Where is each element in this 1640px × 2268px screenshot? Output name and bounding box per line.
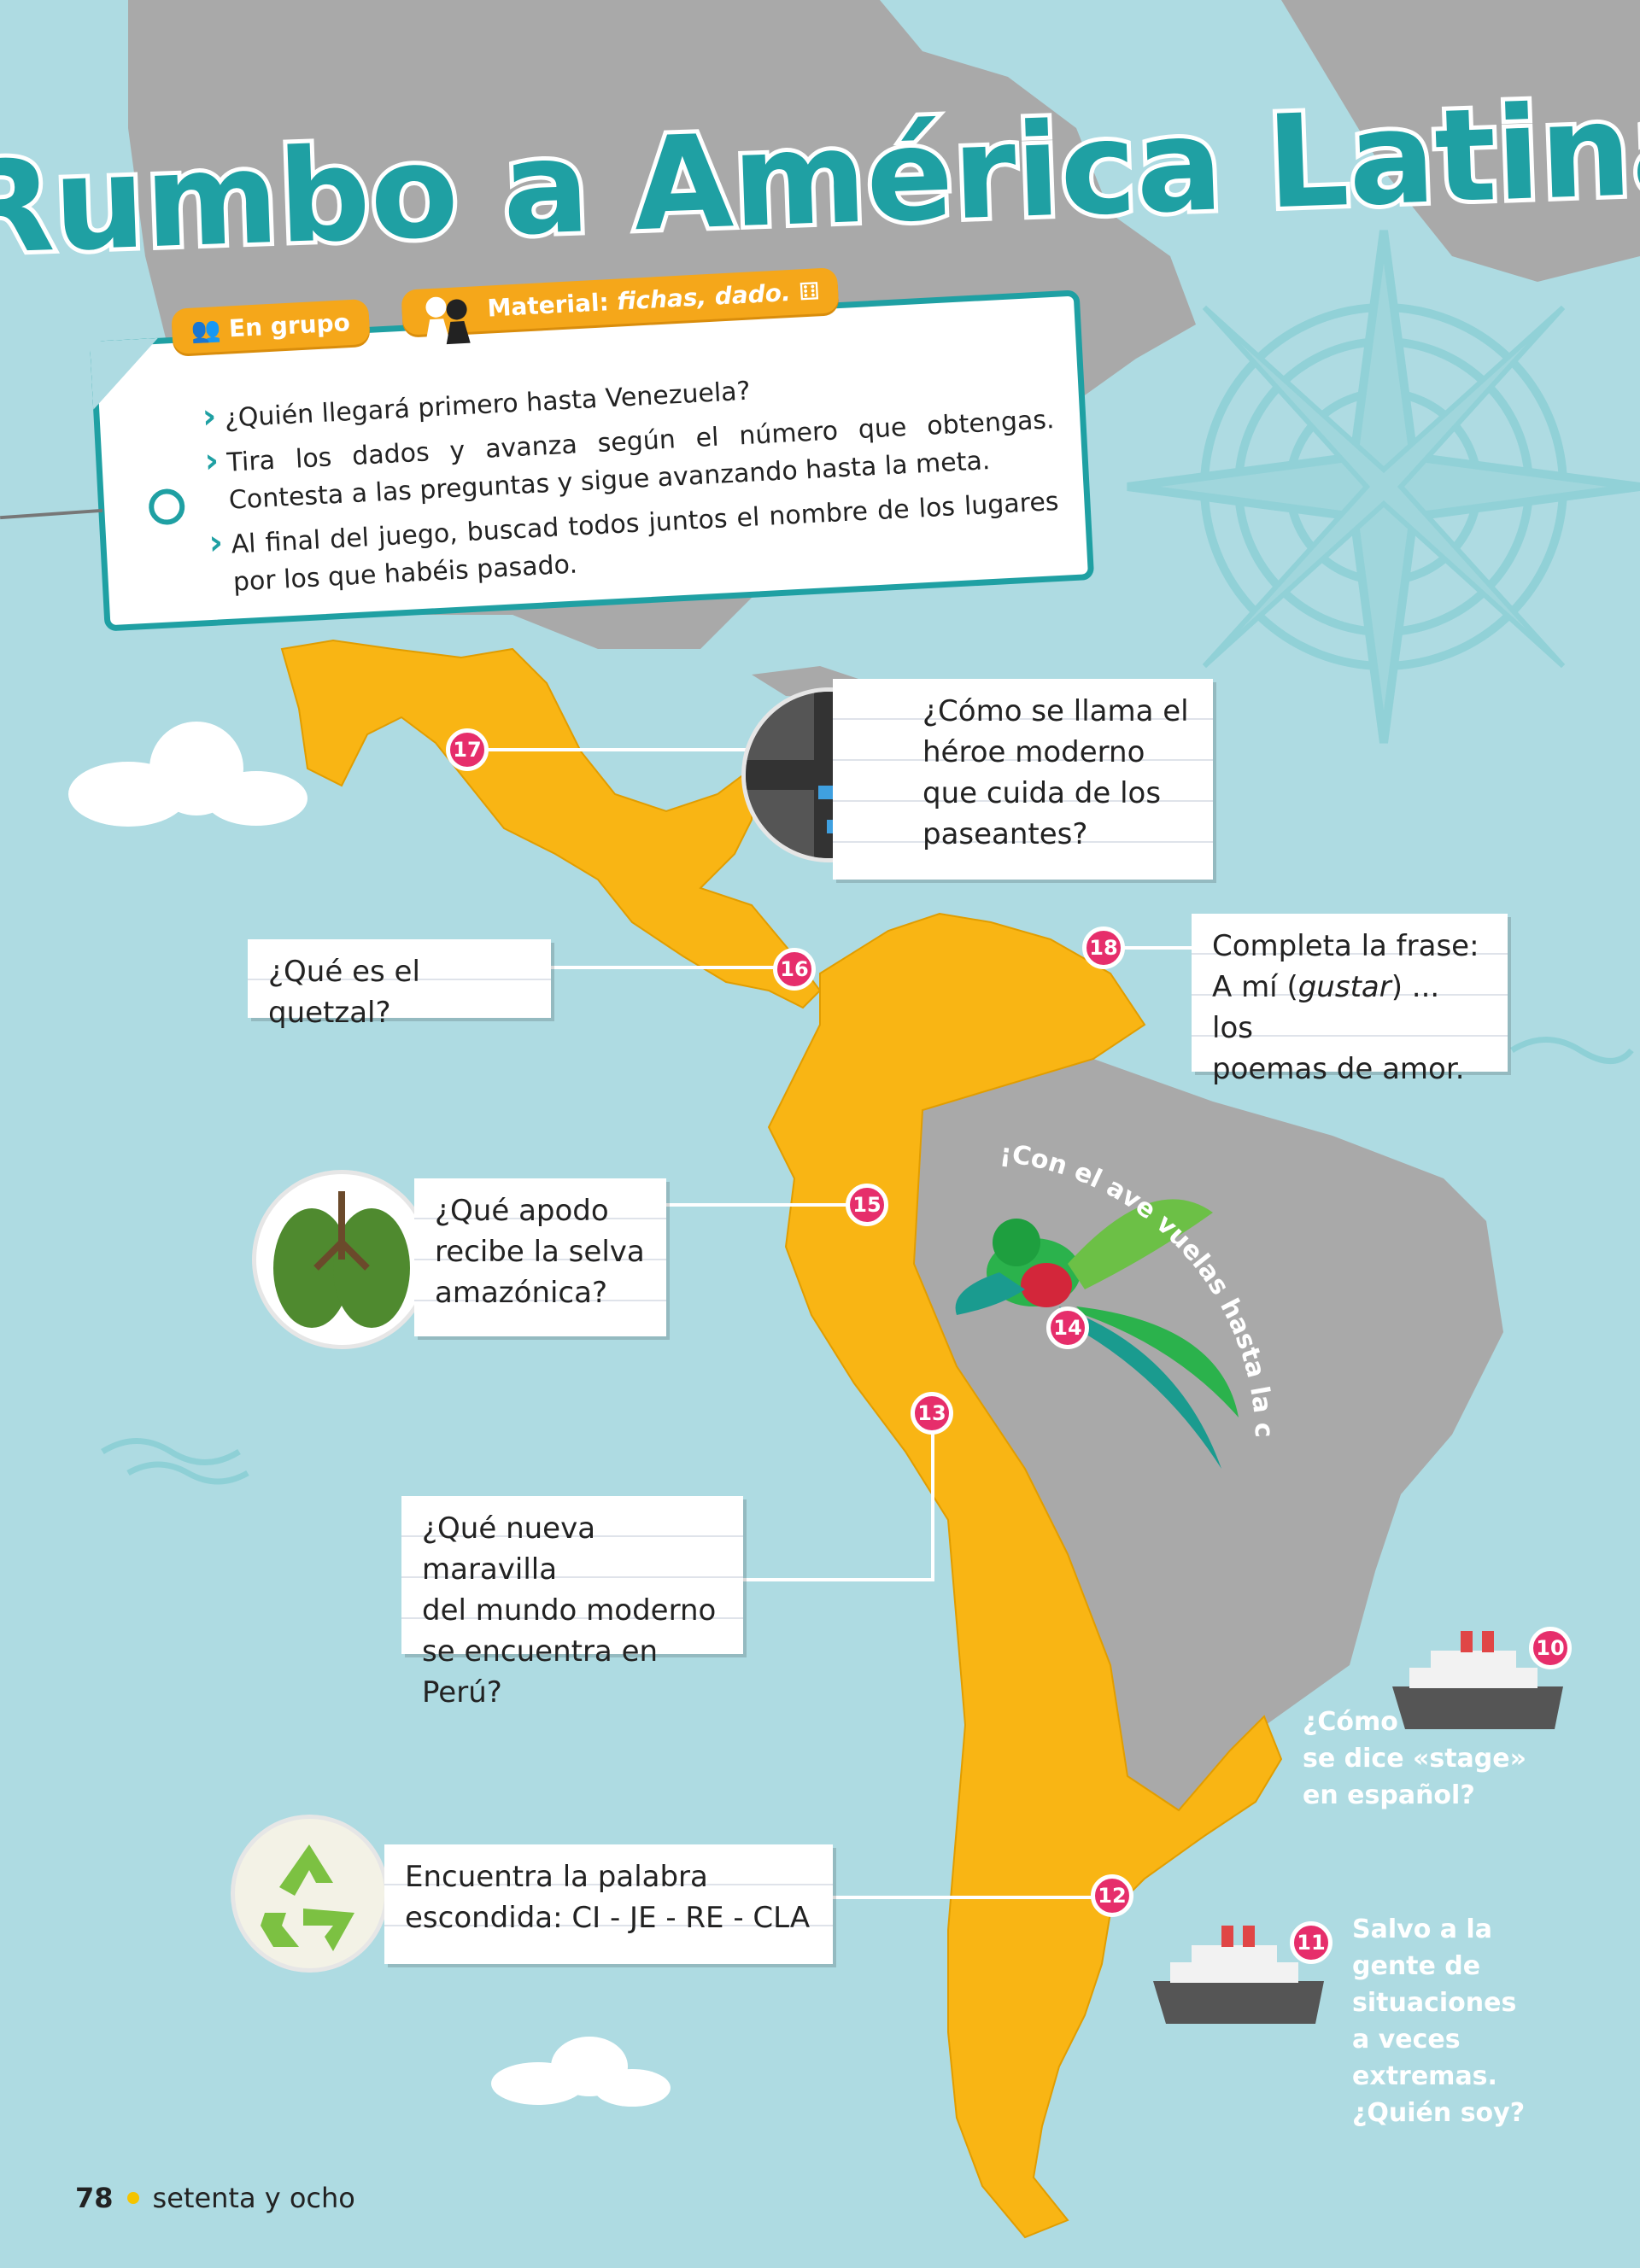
tag-ring-icon: [148, 488, 186, 526]
square-18: 18: [1082, 926, 1125, 969]
square-11: 11: [1290, 1921, 1332, 1964]
question-15: ¿Qué apodo recibe la selva amazónica?: [414, 1178, 666, 1336]
question-17: ¿Cómo se llama el héroe moderno que cuid…: [833, 679, 1213, 880]
question-18: Completa la frase: A mí (gustar) ... los…: [1192, 914, 1508, 1086]
ship-icon: [1392, 1631, 1563, 1729]
square-12: 12: [1091, 1874, 1133, 1917]
game-piece-icon: [416, 286, 479, 349]
caribbean-islands: [752, 666, 940, 751]
question-16: ¿Qué es el quetzal?: [248, 939, 551, 1030]
cloud: [68, 722, 308, 827]
connector-line: [487, 748, 760, 751]
square-16: 16: [773, 948, 816, 991]
instructions-list: ¿Quién llegará primero hasta Venezuela? …: [202, 357, 1062, 610]
ship-icon: [1153, 1926, 1324, 2024]
group-icon: 👥: [190, 314, 230, 345]
south-america-orange: [767, 912, 1283, 2239]
material-pill: Material: fichas, dado. ⚅: [401, 267, 840, 345]
square-14: 14: [1046, 1306, 1089, 1349]
recycle-icon: [235, 1819, 384, 1968]
wave: [1510, 1037, 1634, 1064]
lungs-tree-image: [256, 1174, 427, 1345]
connector-line: [829, 1896, 1110, 1899]
dice-icon: ⚅: [798, 277, 821, 307]
page-title: ¡Rumbo a América Latina!: [0, 67, 1640, 290]
question-10: ¿Cómo se dice «stage» en español?: [1303, 1707, 1527, 1810]
connector-line: [931, 1409, 934, 1580]
page-title-text: ¡Rumbo a América Latina!: [0, 72, 1640, 286]
page-number: 78: [75, 2182, 114, 2214]
question-11: Salvo a la gente de situaciones a veces …: [1352, 1914, 1526, 2128]
square-10: 10: [1529, 1627, 1572, 1669]
connector-line: [743, 1578, 934, 1581]
instructions-card: 👥 En grupo Material: fichas, dado. ⚅ ¿Qu…: [90, 267, 1095, 632]
page-footer: 78 setenta y ocho: [75, 2182, 355, 2214]
connector-line: [1119, 946, 1196, 950]
connector-line: [547, 966, 786, 969]
cloud: [491, 2037, 671, 2107]
connector-line: [666, 1203, 871, 1207]
bullet-dot-icon: [126, 2192, 139, 2204]
greenland-land: [1281, 0, 1640, 282]
page-number-words: setenta y ocho: [152, 2182, 355, 2214]
group-pill: 👥 En grupo: [171, 298, 371, 354]
compass-rose: [1127, 230, 1640, 744]
quetzal-bird-icon: [955, 1199, 1239, 1469]
square-13: 13: [911, 1392, 953, 1435]
wave: [101, 1438, 249, 1485]
question-13: ¿Qué nueva maravilla del mundo moderno s…: [401, 1496, 743, 1710]
question-12: Encuentra la palabra escondida: CI - JE …: [384, 1844, 833, 1964]
square-17: 17: [446, 728, 489, 771]
square-15: 15: [846, 1184, 888, 1226]
